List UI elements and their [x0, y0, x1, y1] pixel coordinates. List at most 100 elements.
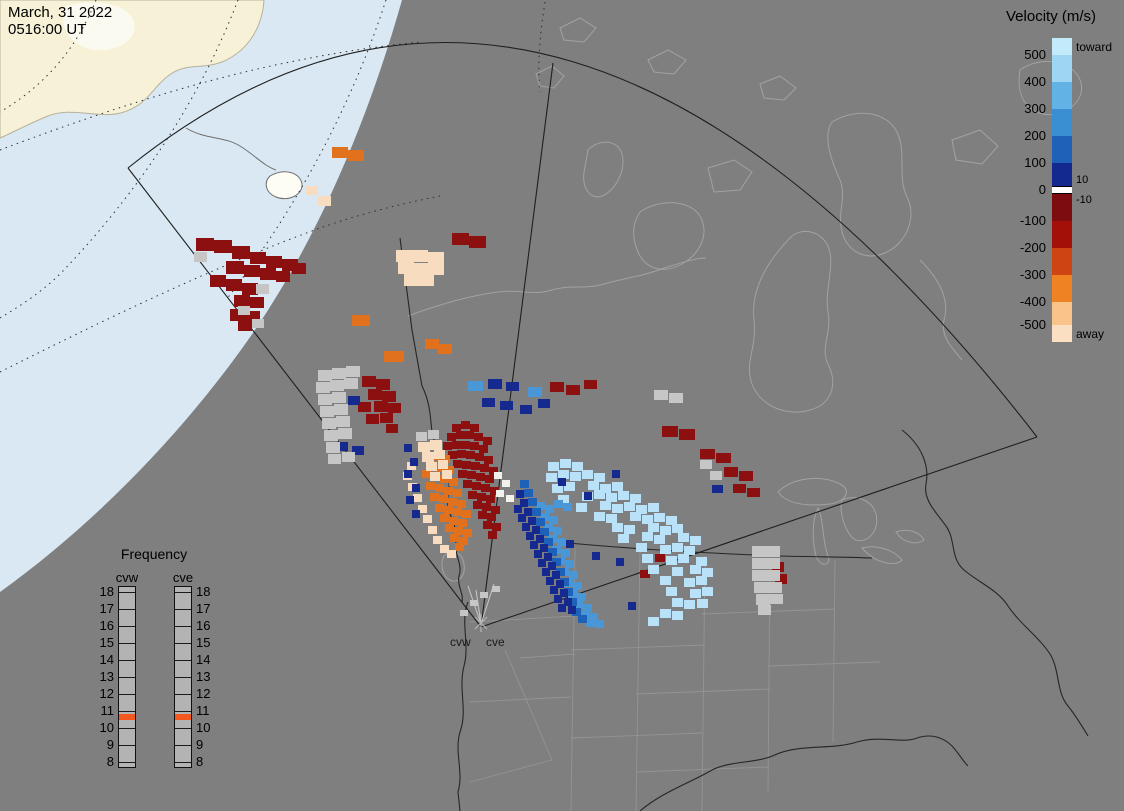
velocity-cell-away-dark-red [468, 491, 477, 499]
velocity-cell-away-dark-red [473, 501, 482, 509]
velocity-cell-toward-navy [410, 458, 418, 466]
velocity-cell-away-dark-red [469, 236, 486, 248]
velocity-cell-ground-scatter-gray [318, 370, 332, 381]
velocity-colorbar-segment [1052, 82, 1072, 109]
velocity-cell-toward-blue [548, 548, 557, 556]
velocity-cell-away-dark-red [566, 385, 580, 395]
velocity-legend: Velocity (m/s) 500 400 300 200 100 0 -100 -200 -… [1000, 6, 1124, 381]
velocity-cell-toward-light-blue [594, 512, 605, 521]
velocity-cell-ground-scatter-gray [754, 582, 768, 593]
velocity-cell-away-orange [463, 529, 472, 537]
velocity-cell-ground-scatter-gray [320, 406, 334, 417]
frequency-legend-title: Frequency [120, 546, 188, 562]
velocity-cell-toward-light-blue [606, 493, 617, 502]
velocity-cell-away-dark-red [640, 570, 650, 578]
velocity-cell-near-zero-white [506, 495, 514, 502]
velocity-cell-away-peach [404, 274, 420, 286]
velocity-cell-toward-light-blue [594, 473, 605, 482]
velocity-cell-away-orange [459, 537, 468, 545]
velocity-cell-away-orange [430, 493, 439, 501]
velocity-cell-toward-light-blue [672, 543, 683, 552]
velocity-cell-toward-blue [532, 508, 541, 516]
velocity-cell-toward-mid-blue [574, 601, 583, 609]
velocity-cell-away-dark-red [244, 265, 260, 277]
velocity-cell-toward-light-blue [654, 513, 665, 522]
velocity-cell-toward-blue [572, 608, 581, 616]
velocity-cell-toward-navy [412, 484, 420, 492]
velocity-cell-away-peach [438, 460, 448, 469]
velocity-cell-toward-light-blue [572, 462, 583, 471]
velocity-cell-ground-scatter-gray [316, 382, 330, 393]
velocity-cell-toward-navy [554, 595, 562, 603]
velocity-cell-away-orange [425, 339, 439, 349]
velocity-cell-toward-mid-blue [536, 502, 545, 510]
velocity-cell-away-orange [444, 506, 453, 514]
velocity-cell-away-dark-red [453, 460, 462, 468]
velocity-cell-away-dark-red [550, 382, 564, 392]
velocity-cell-toward-light-blue [697, 599, 708, 608]
velocity-cell-toward-navy [566, 540, 574, 548]
velocity-cell-away-dark-red [234, 295, 250, 307]
day-land [0, 0, 303, 200]
velocity-cell-toward-mid-blue [565, 560, 574, 568]
velocity-cell-away-dark-red [276, 271, 290, 282]
velocity-cell-toward-navy [538, 559, 546, 567]
date-label: March, 31 2022 [8, 4, 113, 21]
velocity-cell-away-dark-red [476, 473, 485, 481]
velocity-cell-away-orange [445, 524, 454, 532]
velocity-cell-toward-light-blue [660, 576, 671, 585]
frequency-tick-label: 18 [196, 584, 211, 599]
velocity-cell-away-peach [306, 186, 318, 195]
frequency-column-cvw-label: cvw [115, 570, 139, 585]
velocity-cell-toward-light-blue [588, 481, 599, 490]
velocity-cell-ground-scatter-gray [766, 546, 780, 557]
velocity-cell-away-dark-red [470, 442, 479, 450]
velocity-cell-toward-light-blue [660, 545, 671, 554]
velocity-cell-toward-navy [518, 514, 526, 522]
velocity-colorbar-segment [1052, 163, 1072, 186]
velocity-cell-away-dark-red [472, 482, 481, 490]
velocity-cell-toward-navy [352, 446, 364, 455]
velocity-cell-away-dark-red [485, 475, 494, 483]
velocity-cell-away-peach [423, 515, 432, 523]
velocity-cell-toward-mid-blue [586, 619, 595, 627]
velocity-cell-away-dark-red [480, 464, 489, 472]
frequency-bar-cve [174, 586, 192, 768]
velocity-cell-toward-light-blue [594, 490, 605, 499]
velocity-cell-toward-light-blue [600, 484, 611, 493]
velocity-cell-away-peach [430, 472, 440, 481]
velocity-cell-toward-mid-blue [545, 505, 554, 513]
velocity-cell-toward-light-blue [642, 515, 653, 524]
velocity-colorbar-segment [1052, 136, 1072, 163]
velocity-cell-toward-navy [500, 401, 513, 410]
velocity-cell-away-dark-red [456, 431, 465, 439]
velocity-cell-toward-light-blue [666, 587, 677, 596]
velocity-cell-toward-blue [536, 518, 545, 526]
frequency-tick-label: 14 [196, 652, 211, 667]
velocity-cell-away-dark-red [380, 413, 393, 423]
velocity-cell-toward-light-blue [552, 484, 563, 493]
velocity-cell-away-dark-red [246, 311, 260, 322]
velocity-cell-away-dark-red [447, 433, 456, 441]
velocity-cell-away-orange [440, 514, 449, 522]
velocity-cell-toward-mid-blue [540, 513, 549, 521]
velocity-cell-away-peach [428, 526, 437, 534]
velocity-cell-ground-scatter-gray [332, 392, 346, 403]
velocity-cell-toward-blue [524, 489, 533, 497]
frequency-tick-label: 16 [99, 618, 114, 633]
velocity-cell-toward-light-blue [648, 523, 659, 532]
velocity-cell-ground-scatter-gray [758, 605, 771, 615]
velocity-cell-away-dark-red [366, 414, 379, 424]
velocity-cell-away-peach [442, 470, 452, 479]
frequency-tick-label: 9 [196, 737, 204, 752]
velocity-cell-away-dark-red [492, 523, 501, 531]
toward-label: toward [1076, 39, 1113, 54]
velocity-cell-near-zero-white [494, 472, 502, 479]
velocity-cell-toward-light-blue [660, 609, 671, 618]
velocity-cell-ground-scatter-gray [318, 394, 332, 405]
velocity-cell-toward-navy [412, 510, 420, 518]
velocity-cell-toward-light-blue [666, 516, 677, 525]
velocity-cell-toward-light-blue [702, 587, 713, 596]
velocity-cell-toward-blue [528, 498, 537, 506]
velocity-cell-toward-light-blue [684, 600, 695, 609]
